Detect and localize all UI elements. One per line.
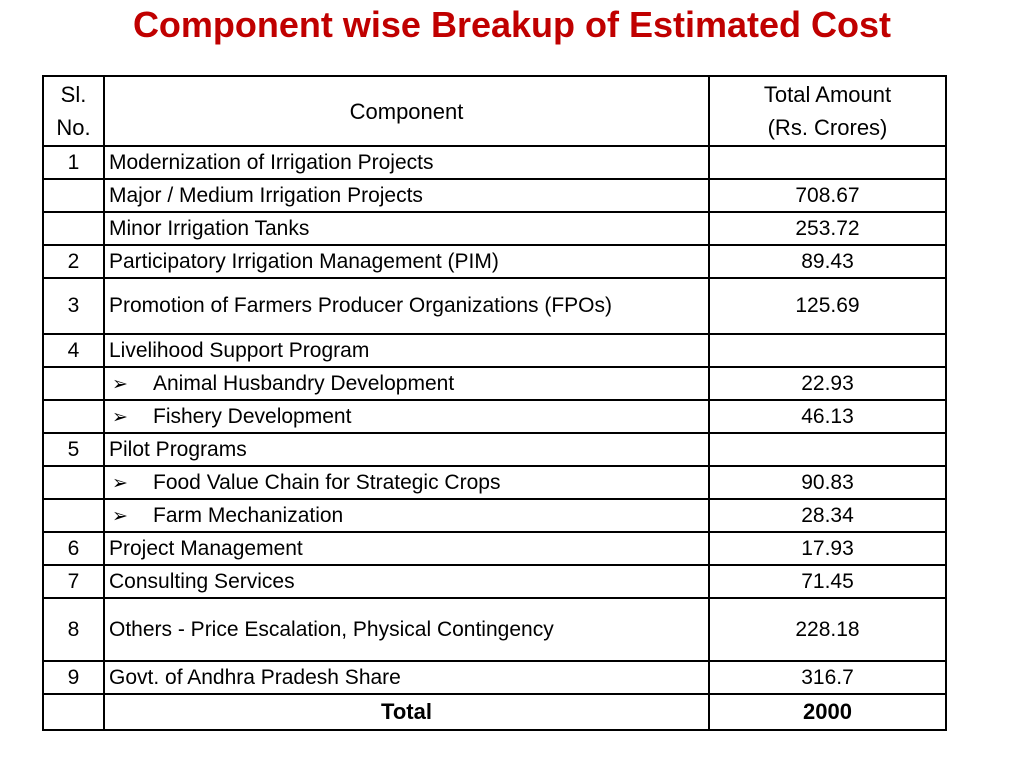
- table-row: 9 Govt. of Andhra Pradesh Share 316.7: [42, 660, 947, 695]
- amount-cell: 28.34: [708, 498, 947, 533]
- component-text: Food Value Chain for Strategic Crops: [153, 470, 501, 494]
- header-component: Component: [103, 75, 710, 147]
- amount-cell: 46.13: [708, 399, 947, 434]
- table-row: 8 Others - Price Escalation, Physical Co…: [42, 597, 947, 662]
- sl-no-cell: 5: [42, 432, 105, 467]
- table-row: ➢ Animal Husbandry Development 22.93: [42, 366, 947, 401]
- arrowhead-bullet-icon: ➢: [112, 373, 128, 395]
- component-cell: Project Management: [103, 531, 710, 566]
- component-text: Animal Husbandry Development: [153, 371, 455, 395]
- sl-no-cell: 1: [42, 145, 105, 180]
- amount-cell: 22.93: [708, 366, 947, 401]
- amount-cell: 708.67: [708, 178, 947, 213]
- component-cell: Major / Medium Irrigation Projects: [103, 178, 710, 213]
- table-row: 1 Modernization of Irrigation Projects: [42, 145, 947, 180]
- table-row: 4 Livelihood Support Program: [42, 333, 947, 368]
- amount-cell: 125.69: [708, 277, 947, 335]
- sl-no-cell: 4: [42, 333, 105, 368]
- table-row: Minor Irrigation Tanks 253.72: [42, 211, 947, 246]
- arrowhead-bullet-icon: ➢: [112, 505, 128, 527]
- arrowhead-bullet-icon: ➢: [112, 472, 128, 494]
- amount-cell: 228.18: [708, 597, 947, 662]
- cost-table: Sl. No. Component Total Amount (Rs. Cror…: [42, 75, 947, 731]
- table-row: ➢ Food Value Chain for Strategic Crops 90…: [42, 465, 947, 500]
- amount-cell: 17.93: [708, 531, 947, 566]
- sl-no-cell: [42, 211, 105, 246]
- component-cell: Pilot Programs: [103, 432, 710, 467]
- amount-cell: 253.72: [708, 211, 947, 246]
- sl-no-cell: [42, 399, 105, 434]
- total-label-cell: Total: [103, 693, 710, 731]
- amount-cell: [708, 145, 947, 180]
- table-row: ➢ Farm Mechanization 28.34: [42, 498, 947, 533]
- header-sl-no: Sl. No.: [42, 75, 105, 147]
- table-row: Major / Medium Irrigation Projects 708.6…: [42, 178, 947, 213]
- component-cell: ➢ Farm Mechanization: [103, 498, 710, 533]
- sl-no-cell: 6: [42, 531, 105, 566]
- sl-no-cell: 3: [42, 277, 105, 335]
- arrowhead-bullet-icon: ➢: [112, 406, 128, 428]
- component-cell: Minor Irrigation Tanks: [103, 211, 710, 246]
- component-text: Farm Mechanization: [153, 503, 344, 527]
- sl-no-cell: 9: [42, 660, 105, 695]
- table-row: 5 Pilot Programs: [42, 432, 947, 467]
- component-cell: Livelihood Support Program: [103, 333, 710, 368]
- component-cell: Promotion of Farmers Producer Organizati…: [103, 277, 710, 335]
- table-row: 6 Project Management 17.93: [42, 531, 947, 566]
- table-row: ➢ Fishery Development 46.13: [42, 399, 947, 434]
- component-cell: Participatory Irrigation Management (PIM…: [103, 244, 710, 279]
- table-row: 2 Participatory Irrigation Management (P…: [42, 244, 947, 279]
- component-cell: Others - Price Escalation, Physical Cont…: [103, 597, 710, 662]
- sl-no-cell: [42, 498, 105, 533]
- sl-no-cell: [42, 366, 105, 401]
- table-row: 3 Promotion of Farmers Producer Organiza…: [42, 277, 947, 335]
- slide-title: Component wise Breakup of Estimated Cost: [132, 4, 892, 45]
- sl-no-cell: 7: [42, 564, 105, 599]
- component-cell: Govt. of Andhra Pradesh Share: [103, 660, 710, 695]
- amount-cell: [708, 333, 947, 368]
- table-row: 7 Consulting Services 71.45: [42, 564, 947, 599]
- header-total-amount: Total Amount (Rs. Crores): [708, 75, 947, 147]
- amount-cell: 90.83: [708, 465, 947, 500]
- amount-cell: 89.43: [708, 244, 947, 279]
- table-header-row: Sl. No. Component Total Amount (Rs. Cror…: [42, 75, 947, 147]
- component-cell: Consulting Services: [103, 564, 710, 599]
- amount-cell: 316.7: [708, 660, 947, 695]
- sl-no-cell: [42, 178, 105, 213]
- sl-no-cell: 8: [42, 597, 105, 662]
- component-cell: ➢ Food Value Chain for Strategic Crops: [103, 465, 710, 500]
- component-cell: Modernization of Irrigation Projects: [103, 145, 710, 180]
- total-amount-cell: 2000: [708, 693, 947, 731]
- table-total-row: Total 2000: [42, 693, 947, 731]
- sl-no-cell: [42, 465, 105, 500]
- sl-no-cell: 2: [42, 244, 105, 279]
- amount-cell: 71.45: [708, 564, 947, 599]
- amount-cell: [708, 432, 947, 467]
- sl-no-cell: [42, 693, 105, 731]
- component-cell: ➢ Animal Husbandry Development: [103, 366, 710, 401]
- component-text: Fishery Development: [153, 404, 352, 428]
- component-cell: ➢ Fishery Development: [103, 399, 710, 434]
